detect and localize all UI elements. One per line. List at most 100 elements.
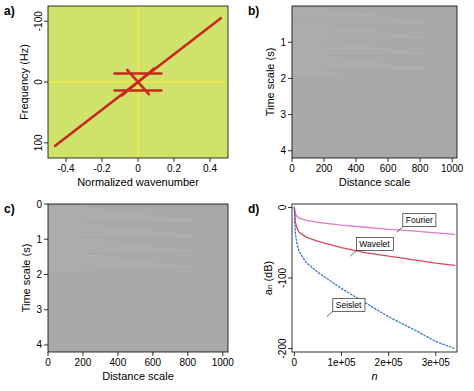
x-tick (388, 158, 389, 162)
plot-area (48, 6, 228, 158)
texture (48, 259, 138, 260)
x-tick (82, 352, 83, 356)
panel-label: d) (248, 202, 259, 216)
x-tick-label: 200 (75, 357, 92, 368)
y-tick-label: -100 (277, 268, 288, 288)
y-tick (44, 21, 48, 22)
x-tick-label: 2e+05 (375, 357, 404, 368)
y-axis-title: aₙ (dB) (262, 261, 274, 295)
x-tick (48, 352, 49, 356)
y-tick-label: 2 (280, 73, 286, 84)
x-tick (292, 158, 293, 162)
texture (48, 240, 102, 241)
texture (48, 270, 102, 271)
x-tick (152, 352, 153, 356)
texture (48, 264, 174, 265)
x-tick (102, 158, 103, 162)
texture (48, 253, 84, 254)
texture (292, 66, 408, 67)
annotation-text: Wavelet (359, 239, 390, 249)
x-tick-label: -0.2 (93, 163, 111, 174)
panel-label: c) (4, 202, 15, 216)
x-tick (222, 352, 223, 356)
texture (292, 61, 375, 62)
x-tick-label: 0 (292, 357, 298, 368)
series-line (127, 70, 149, 94)
texture (292, 17, 391, 18)
x-tick (66, 158, 67, 162)
y-tick-label: 1 (280, 37, 286, 48)
series-line (294, 208, 454, 235)
y-tick (44, 344, 48, 345)
y-tick (288, 278, 292, 279)
y-tick-label: 0 (277, 204, 288, 210)
panel: 01e+052e+053e+050-100-200naₙ (dB)d)Fouri… (248, 202, 457, 382)
frame (292, 204, 457, 352)
figure: -0.4-0.200.20.4-1000100Normalized wavenu… (0, 0, 474, 391)
x-axis-title: n (371, 370, 377, 382)
annotation-pointer (397, 227, 403, 233)
x-tick-label: -0.4 (57, 163, 75, 174)
x-tick (452, 158, 453, 162)
texture (48, 235, 192, 236)
x-tick (174, 158, 175, 162)
texture (292, 39, 325, 40)
annotation-pointer (350, 251, 356, 256)
y-tick (288, 150, 292, 151)
frame (48, 204, 228, 352)
texture (48, 211, 120, 212)
texture (292, 37, 424, 38)
texture (292, 48, 391, 49)
y-tick-label: -200 (277, 338, 288, 358)
series-line (115, 72, 162, 75)
x-axis-title: Distance scale (339, 176, 411, 188)
panel-label: b) (248, 4, 259, 18)
plot-area (48, 207, 192, 271)
x-tick (435, 352, 436, 356)
x-tick-label: 400 (110, 357, 127, 368)
texture (48, 251, 192, 252)
y-tick (288, 348, 292, 349)
plot-background (292, 204, 457, 352)
x-tick-label: 3e+05 (422, 357, 451, 368)
texture (292, 70, 325, 71)
y-tick-label: 3 (280, 109, 286, 120)
x-tick-label: 600 (380, 163, 397, 174)
texture (48, 237, 84, 238)
y-axis-title: Frequency (Hz) (18, 44, 30, 120)
texture (292, 72, 342, 73)
x-tick (210, 158, 211, 162)
texture (48, 224, 102, 225)
texture (292, 46, 375, 47)
texture (292, 57, 342, 58)
y-tick (288, 78, 292, 79)
panel: -0.4-0.200.20.4-1000100Normalized wavenu… (4, 4, 228, 188)
y-tick (44, 82, 48, 83)
texture (292, 35, 408, 36)
panel: 020040060080010001234Distance scaleTime … (248, 4, 464, 188)
x-tick-label: 400 (348, 163, 365, 174)
panel: 0200400600800100001234Distance scaleTime… (4, 199, 234, 383)
y-tick (44, 239, 48, 240)
texture (48, 257, 120, 258)
y-axis-title: Time scale (s) (264, 48, 276, 117)
texture (48, 233, 174, 234)
plot-background (292, 6, 457, 158)
x-tick (138, 158, 139, 162)
plot-background (48, 204, 228, 352)
panel-label: a) (4, 4, 15, 18)
y-tick-label: 1 (36, 234, 42, 245)
y-tick-label: 3 (36, 304, 42, 315)
x-tick (324, 158, 325, 162)
annotation-box (333, 298, 365, 311)
series-line (294, 208, 454, 266)
texture (292, 11, 342, 12)
y-tick (44, 309, 48, 310)
x-tick-label: 0.2 (167, 163, 181, 174)
texture (48, 226, 120, 227)
x-tick-label: 1e+05 (327, 357, 356, 368)
texture (292, 20, 408, 21)
texture (292, 59, 358, 60)
texture (292, 13, 358, 14)
y-tick (288, 114, 292, 115)
